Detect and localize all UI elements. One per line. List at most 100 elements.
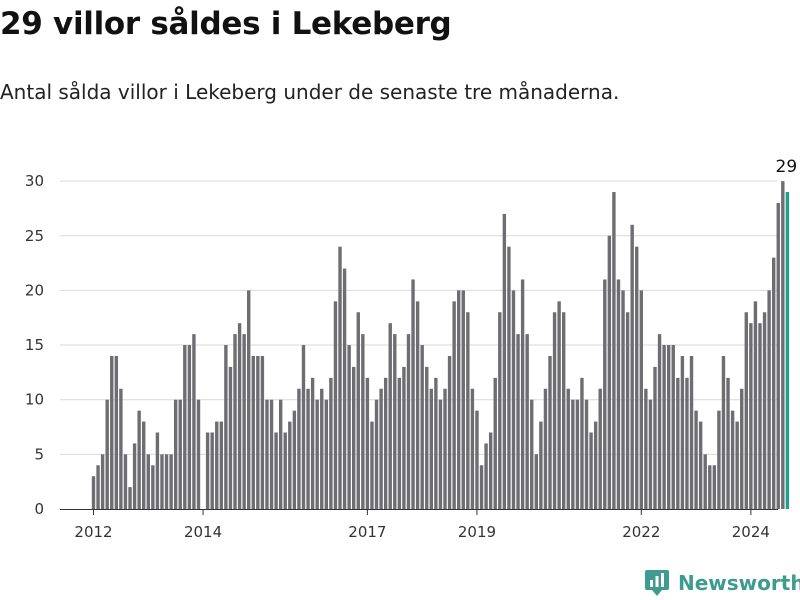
x-tick-label: 2024 — [732, 523, 770, 541]
x-tick-label: 2012 — [74, 523, 112, 541]
bar — [374, 399, 379, 509]
bar — [411, 279, 415, 509]
bar — [265, 399, 269, 509]
bar — [562, 312, 566, 509]
y-axis-labels: 0 5 10 15 20 25 30 — [25, 172, 44, 518]
bar — [192, 334, 196, 509]
bar — [315, 399, 319, 509]
highlight-value-label: 29 — [776, 157, 798, 177]
bar — [744, 312, 748, 509]
bar — [466, 312, 470, 509]
y-tick-label: 5 — [34, 445, 44, 463]
bar — [571, 399, 575, 509]
bar — [557, 301, 561, 509]
x-tick-label: 2014 — [184, 523, 222, 541]
bar — [361, 334, 365, 509]
bar — [297, 388, 301, 509]
bar — [575, 399, 580, 509]
bar-highlight — [785, 192, 790, 509]
bar — [530, 399, 534, 509]
bar — [580, 377, 584, 509]
bar — [781, 181, 785, 509]
annotations: 29 — [776, 157, 798, 177]
bar — [183, 345, 187, 509]
y-tick-label: 0 — [34, 500, 44, 518]
bar — [196, 399, 201, 509]
bar — [516, 334, 520, 509]
bar — [653, 366, 657, 509]
bar — [114, 355, 119, 509]
bar — [671, 345, 675, 509]
bar — [676, 377, 680, 509]
bar — [493, 377, 497, 509]
bar — [142, 421, 146, 509]
bar — [434, 377, 438, 509]
bar — [717, 410, 721, 509]
bar — [635, 246, 639, 509]
y-tick-label: 30 — [25, 172, 44, 190]
bar — [498, 312, 502, 509]
bar — [689, 355, 694, 509]
bar — [644, 388, 648, 509]
bar — [475, 410, 479, 509]
bar — [726, 377, 730, 509]
bar — [598, 388, 602, 509]
bar — [347, 345, 351, 509]
bar — [539, 421, 543, 509]
bar — [379, 388, 383, 509]
y-tick-label: 10 — [25, 391, 44, 409]
bar — [123, 454, 128, 509]
x-tick-label: 2022 — [622, 523, 660, 541]
bar — [356, 312, 360, 509]
bar — [662, 345, 666, 509]
bar — [616, 279, 621, 509]
bar — [210, 432, 214, 509]
bar — [274, 432, 278, 509]
bar — [215, 421, 219, 509]
bar — [388, 323, 392, 509]
bar — [425, 366, 429, 509]
bar — [543, 388, 548, 509]
bar — [155, 432, 160, 509]
newsworthy-logo[interactable]: Newsworthy — [644, 568, 800, 598]
bar — [447, 355, 452, 509]
bar — [457, 290, 461, 509]
bar — [237, 323, 242, 509]
bar — [415, 301, 420, 509]
bar — [292, 410, 297, 509]
bar — [429, 388, 434, 509]
bar — [566, 388, 570, 509]
bar — [767, 290, 771, 509]
bar — [452, 301, 456, 509]
bar — [630, 224, 634, 509]
bar — [740, 388, 744, 509]
bar — [712, 465, 717, 509]
bar — [470, 388, 475, 509]
x-tick-label: 2019 — [458, 523, 496, 541]
bar — [233, 334, 237, 509]
bar — [247, 290, 251, 509]
bar — [228, 366, 233, 509]
bar — [310, 377, 315, 509]
bar — [110, 355, 114, 509]
bar — [169, 454, 173, 509]
bar — [324, 399, 329, 509]
bar — [242, 334, 246, 509]
bar — [100, 454, 105, 509]
chart-subtitle: Antal sålda villor i Lekeberg under de s… — [0, 80, 620, 104]
bar — [306, 388, 310, 509]
bar — [278, 399, 283, 509]
bar — [749, 323, 753, 509]
bar — [548, 355, 552, 509]
newsworthy-logo-icon — [645, 570, 669, 596]
bar — [639, 290, 643, 509]
bar — [365, 377, 370, 509]
bar — [621, 290, 625, 509]
bar — [146, 454, 150, 509]
bar-chart: 0 5 10 15 20 25 30 2012 2014 2017 2019 2022 2024 29 — [25, 157, 798, 541]
bar — [137, 410, 141, 509]
bar — [283, 432, 287, 509]
bar — [338, 246, 342, 509]
bar — [484, 443, 488, 509]
bar — [680, 355, 685, 509]
